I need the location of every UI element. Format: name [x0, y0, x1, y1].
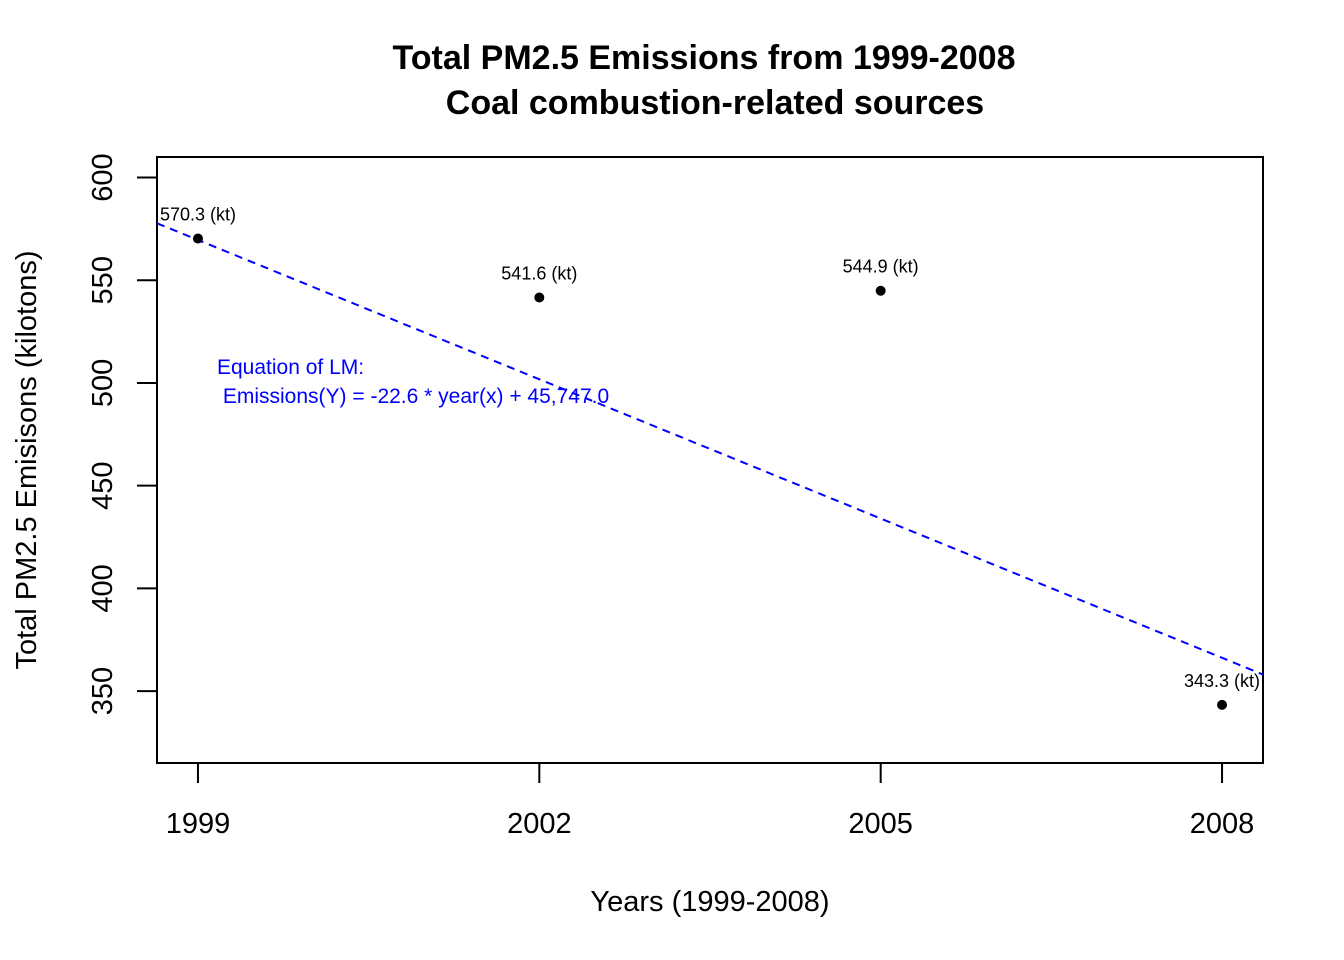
- data-label-2002: 541.6 (kt): [501, 264, 577, 284]
- x-axis-label: Years (1999-2008): [590, 886, 829, 918]
- x-tick-label-2008: 2008: [1190, 808, 1255, 840]
- data-point-2002: [534, 292, 545, 303]
- data-point-2008: [1217, 699, 1228, 710]
- x-axis: 1999 2002 2005 2008: [166, 763, 1255, 840]
- y-tick-label-600: 600: [87, 153, 119, 201]
- y-tick-label-450: 450: [87, 461, 119, 509]
- x-tick-label-2002: 2002: [507, 808, 572, 840]
- x-tick-label-2005: 2005: [848, 808, 913, 840]
- y-tick-label-550: 550: [87, 256, 119, 304]
- chart-subtitle: Coal combustion-related sources: [446, 84, 984, 122]
- annotation-line-2: Emissions(Y) = -22.6 * year(x) + 45,747.…: [217, 385, 609, 408]
- data-label-2008: 343.3 (kt): [1184, 671, 1260, 691]
- y-tick-label-500: 500: [87, 359, 119, 407]
- data-point-2005: [875, 285, 886, 296]
- points-layer: [192, 233, 1228, 710]
- data-label-2005: 544.9 (kt): [843, 257, 919, 277]
- annotation-line-1: Equation of LM:: [217, 356, 364, 379]
- x-tick-label-1999: 1999: [166, 808, 231, 840]
- y-tick-label-400: 400: [87, 564, 119, 612]
- regression-layer: [157, 222, 1263, 676]
- plot-frame: [156, 156, 1264, 764]
- y-axis: 350 400 450 500 550 600: [87, 153, 157, 715]
- regression-line: [157, 222, 1263, 676]
- data-label-1999: 570.3 (kt): [160, 205, 236, 225]
- labels-layer: 570.3 (kt) 541.6 (kt) 544.9 (kt) 343.3 (kt): [160, 205, 1260, 691]
- data-point-1999: [192, 233, 203, 244]
- y-tick-label-350: 350: [87, 667, 119, 715]
- y-axis-label: Total PM2.5 Emisisons (kilotons): [11, 250, 43, 669]
- chart-title: Total PM2.5 Emissions from 1999-2008: [393, 39, 1016, 77]
